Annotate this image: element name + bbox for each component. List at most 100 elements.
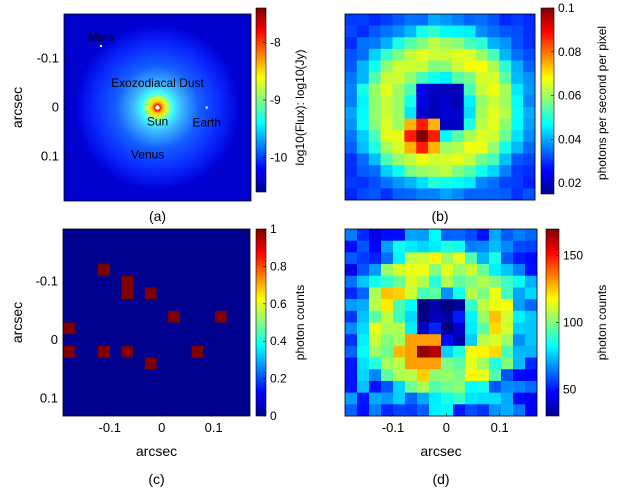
colorbar-tick-label: 100	[563, 316, 583, 330]
heatmap-cell	[381, 369, 394, 382]
heatmap-cell	[345, 141, 358, 154]
heatmap-cell	[487, 188, 500, 201]
heatmap-cell	[453, 392, 466, 405]
heatmap-cell	[511, 60, 524, 73]
panel-a-colorbar: -10 -9 -8	[255, 7, 288, 193]
heatmap-cell	[441, 369, 454, 382]
heatmap-cell	[463, 188, 476, 201]
heatmap-cell	[501, 345, 514, 358]
heatmap-cell	[489, 392, 502, 405]
heatmap-cell	[368, 107, 381, 119]
heatmap-cell	[477, 404, 490, 417]
heatmap-cell	[381, 229, 394, 241]
heatmap-cell	[475, 37, 488, 50]
heatmap-cell	[523, 176, 536, 189]
heatmap-cell	[487, 141, 500, 154]
heatmap-cell	[451, 48, 465, 61]
heatmap-cell	[499, 14, 512, 26]
heatmap-cell	[487, 95, 500, 108]
heatmap-cell	[451, 60, 465, 73]
heatmap-cell	[487, 165, 500, 178]
heatmap-cell	[511, 165, 524, 178]
heatmap-cell	[523, 141, 536, 154]
heatmap-cell	[393, 252, 406, 265]
heatmap-cell	[416, 48, 429, 61]
heatmap-cell	[416, 95, 429, 108]
x-axis-label: arcsec	[420, 443, 461, 459]
panel-c: -0.1 0 0.1 -0.1 0 0.1 arcsec arcsec (c) photon co…	[9, 228, 307, 487]
heatmap-cell	[416, 37, 429, 50]
heatmap-cell	[404, 188, 417, 201]
heatmap-cell	[357, 392, 370, 405]
heatmap-cell	[345, 275, 358, 288]
heatmap-cell	[453, 322, 466, 335]
heatmap-cell	[405, 299, 418, 312]
heatmap-cell	[405, 334, 418, 347]
heatmap-cell	[381, 252, 394, 265]
heatmap-cell	[465, 275, 478, 288]
heatmap-cell	[428, 37, 441, 50]
heatmap-cell	[345, 229, 358, 241]
heatmap-cell	[463, 118, 476, 131]
heatmap-cell	[429, 322, 442, 335]
heatmap-cell	[380, 60, 393, 73]
heatmap-cell	[441, 392, 454, 405]
panel-b-frame	[344, 13, 536, 201]
colorbar-tick-label: -8	[270, 36, 281, 50]
heatmap-cell	[513, 380, 526, 393]
heatmap-cell	[511, 176, 524, 189]
heatmap-cell	[513, 369, 526, 382]
heatmap-cell	[357, 287, 370, 300]
heatmap-cell	[429, 404, 442, 417]
heatmap-cell	[489, 322, 502, 335]
heatmap-cell	[368, 14, 381, 26]
heatmap-cell	[475, 176, 488, 189]
heatmap-cell	[428, 130, 441, 143]
heatmap-cell	[405, 275, 418, 288]
heatmap-cell	[356, 48, 370, 61]
heatmap-cell	[417, 275, 430, 288]
heatmap-cell	[477, 334, 490, 347]
panel-d-frame	[344, 228, 538, 417]
heatmap-cell	[369, 252, 382, 265]
heatmap-cell	[368, 153, 381, 166]
y-tick-label: 0	[51, 332, 58, 347]
heatmap-cell	[393, 264, 406, 277]
heatmap-cell	[487, 25, 500, 38]
heatmap-cell	[441, 229, 454, 241]
heatmap-cell	[404, 14, 417, 26]
heatmap-cell	[501, 369, 514, 382]
heatmap-cell	[511, 130, 524, 143]
heatmap-cell	[499, 141, 512, 154]
heatmap-cell	[393, 345, 406, 358]
heatmap-cell	[475, 72, 488, 85]
heatmap-cell	[440, 118, 453, 131]
heatmap-cell	[501, 275, 514, 288]
heatmap-cell	[513, 264, 526, 277]
heatmap-cell	[404, 48, 417, 61]
heatmap-cell	[357, 299, 370, 312]
heatmap-cell	[501, 357, 514, 370]
heatmap-cell	[381, 322, 394, 335]
heatmap-cell	[513, 334, 526, 347]
heatmap-cell	[489, 252, 502, 265]
heatmap-cell	[489, 287, 502, 300]
heatmap-cell	[441, 334, 454, 347]
heatmap-cell	[463, 165, 476, 178]
heatmap-cell	[368, 25, 381, 38]
heatmap-cell	[381, 357, 394, 370]
heatmap-cell	[465, 240, 478, 253]
heatmap-cell	[440, 107, 453, 119]
heatmap-cell	[393, 404, 406, 417]
heatmap-cell	[345, 334, 358, 347]
heatmap-cell	[405, 369, 418, 382]
heatmap-cell	[392, 188, 405, 201]
heatmap-cell	[356, 25, 370, 38]
heatmap-cell	[463, 60, 476, 73]
heatmap-cell	[416, 60, 429, 73]
heatmap-cell	[381, 240, 394, 253]
heatmap-cell	[381, 392, 394, 405]
heatmap-cell	[417, 240, 430, 253]
heatmap-cell	[345, 165, 358, 178]
heatmap-cell	[440, 130, 453, 143]
